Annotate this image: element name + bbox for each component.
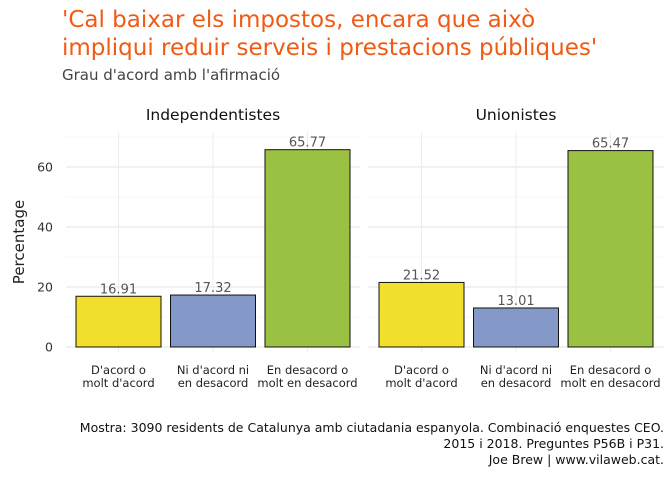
bar-0-0 — [75, 295, 162, 348]
bar-0-2 — [264, 149, 351, 348]
data-label-0-0: 16.91 — [100, 282, 137, 297]
panel-title-1: Unionistes — [476, 106, 557, 124]
x-tick-label-1-2-0: En desacord o — [570, 363, 652, 377]
data-label-1-1: 13.01 — [497, 294, 534, 309]
bar-1-0 — [378, 281, 465, 348]
x-tick-label-0-0-1: molt d'acord — [82, 376, 154, 390]
x-tick-label-0-2-1: molt en desacord — [257, 376, 357, 390]
data-label-1-0: 21.52 — [403, 268, 440, 283]
chart-caption: Mostra: 3090 residents de Catalunya amb … — [80, 420, 664, 468]
data-label-0-2: 65.77 — [289, 136, 326, 151]
x-tick-label-1-2-1: molt en desacord — [560, 376, 660, 390]
y-axis-label: Percentage — [10, 200, 28, 284]
bar-chart: Percentage 0 20 40 60 Independentistes 16.91 D'… — [10, 106, 664, 390]
y-tick-label-40: 40 — [37, 220, 53, 235]
caption-line-1: Mostra: 3090 residents de Catalunya amb … — [79, 420, 664, 435]
x-tick-label-0-2-0: En desacord o — [267, 363, 349, 377]
chart-subtitle: Grau d'acord amb l'afirmació — [62, 66, 281, 84]
x-tick-label-1-1-0: Ni d'acord ni — [480, 363, 552, 377]
y-tick-label-60: 60 — [37, 160, 53, 175]
x-tick-label-1-1-1: en desacord — [481, 376, 552, 390]
bar-1-1 — [473, 307, 559, 348]
y-tick-label-20: 20 — [37, 280, 53, 295]
x-tick-label-0-0-0: D'acord o — [91, 363, 146, 377]
bar-0-1 — [170, 294, 256, 348]
caption-line-2: 2015 i 2018. Preguntes P56B i P31. — [443, 436, 664, 451]
bar-1-2 — [567, 150, 654, 348]
chart-title: 'Cal baixar els impostos, encara que aix… — [62, 6, 662, 62]
x-tick-label-1-0-0: D'acord o — [394, 363, 449, 377]
data-label-1-2: 65.47 — [592, 137, 629, 152]
caption-line-3: Joe Brew | www.vilaweb.cat. — [488, 452, 664, 467]
x-tick-label-1-0-1: molt d'acord — [385, 376, 457, 390]
y-tick-label-0: 0 — [45, 340, 53, 355]
chart-title-line-1: 'Cal baixar els impostos, encara que aix… — [62, 7, 536, 33]
x-tick-label-0-1-0: Ni d'acord ni — [177, 363, 249, 377]
x-tick-label-0-1-1: en desacord — [178, 376, 249, 390]
chart-title-line-2: impliqui reduir serveis i prestacions pú… — [62, 35, 598, 61]
data-label-0-1: 17.32 — [194, 281, 231, 296]
panel-title-0: Independentistes — [146, 106, 280, 124]
